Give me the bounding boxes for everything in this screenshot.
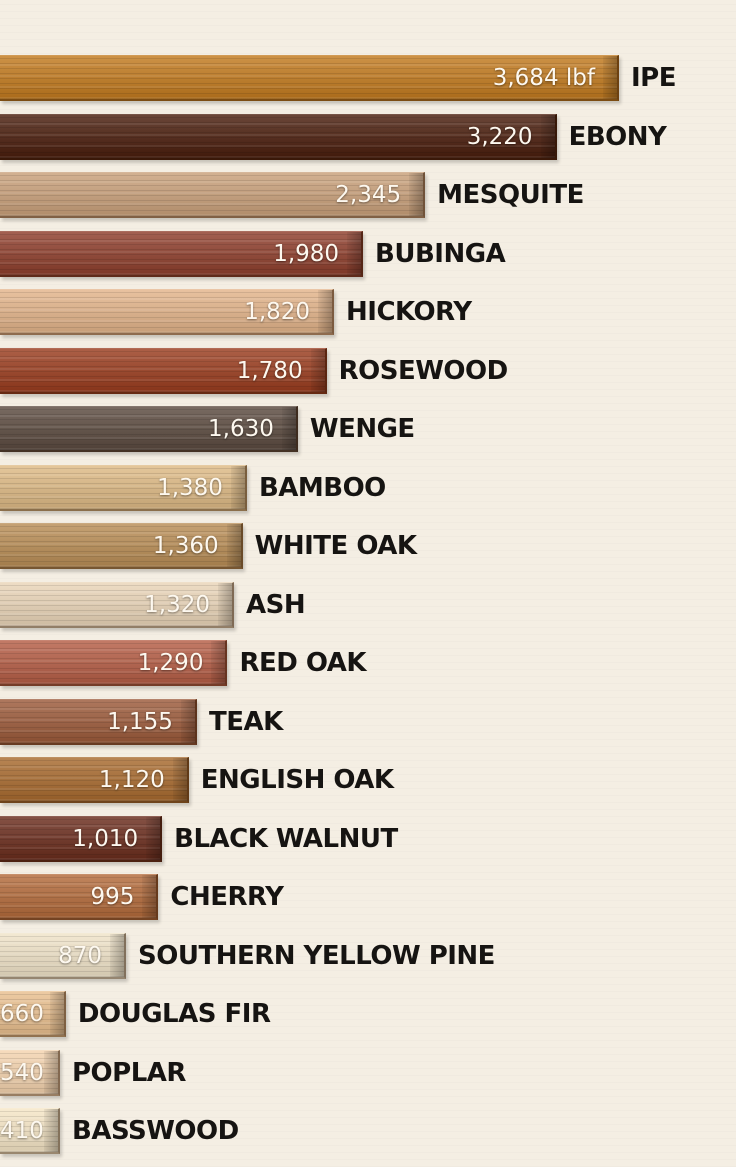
bar-southern-yellow-pine (0, 932, 127, 979)
category-label: BAMBOO (258, 472, 386, 503)
bar-english-oak (0, 757, 189, 803)
bar-value-label: 995 (90, 884, 135, 910)
bar-value-label: 3,220 (466, 123, 533, 150)
bar-mesquite (0, 172, 426, 218)
bar-ash (0, 581, 235, 628)
category-label: IPE (630, 63, 677, 93)
category-label: BUBINGA (375, 238, 506, 269)
bar-value-label: 410 (0, 1118, 44, 1144)
category-label: BASSWOOD (72, 1116, 239, 1146)
category-label: HICKORY (346, 297, 472, 327)
bar-value-label: 1,780 (236, 357, 303, 384)
category-label: MESQUITE (437, 180, 584, 210)
bar-value-label: 1,120 (98, 767, 165, 793)
bar-basswood (0, 1108, 60, 1154)
bar-ebony (0, 113, 557, 160)
category-label: CHERRY (170, 882, 284, 912)
category-label: EBONY (568, 121, 667, 152)
category-label: BLACK WALNUT (174, 823, 398, 854)
bar-bamboo (0, 464, 247, 511)
category-label: DOUGLAS FIR (77, 999, 271, 1029)
bar-value-label: 660 (0, 1001, 44, 1027)
category-label: ASH (246, 589, 306, 620)
bar-value-label: 1,155 (107, 708, 173, 735)
bar-red-oak (0, 640, 228, 686)
bar-poplar (0, 1049, 60, 1096)
category-label: POPLAR (72, 1057, 186, 1088)
bar-value-label: 2,345 (335, 182, 402, 208)
bar-value-label: 1,320 (144, 591, 211, 618)
category-label: WENGE (309, 414, 415, 444)
bar-rosewood (0, 347, 327, 394)
bar-bubinga (0, 230, 364, 277)
bar-hickory (0, 289, 335, 335)
bar-value-label: 1,630 (208, 416, 274, 442)
bar-value-label: 1,290 (137, 650, 204, 676)
category-label: WHITE OAK (254, 531, 417, 561)
category-label: ROSEWOOD (338, 355, 509, 386)
bar-cherry (0, 874, 159, 920)
category-label: RED OAK (239, 648, 367, 678)
bar-value-label: 870 (58, 942, 103, 969)
bar-value-label: 540 (0, 1059, 44, 1086)
bar-ipe (0, 55, 619, 101)
category-label: SOUTHERN YELLOW PINE (138, 940, 495, 971)
bar-black-walnut (0, 815, 163, 862)
category-label: TEAK (208, 706, 283, 737)
bar-value-label: 3,684 lbf (492, 65, 595, 91)
category-label: ENGLISH OAK (200, 765, 394, 795)
bar-teak (0, 698, 197, 745)
bar-value-label: 1,380 (157, 474, 223, 501)
bar-value-label: 1,360 (152, 533, 219, 559)
bar-value-label: 1,980 (273, 240, 340, 267)
bar-douglas-fir (0, 991, 66, 1037)
bar-value-label: 1,010 (72, 825, 139, 852)
bar-value-label: 1,820 (244, 299, 311, 325)
bar-wenge (0, 406, 298, 452)
bar-white-oak (0, 523, 243, 569)
